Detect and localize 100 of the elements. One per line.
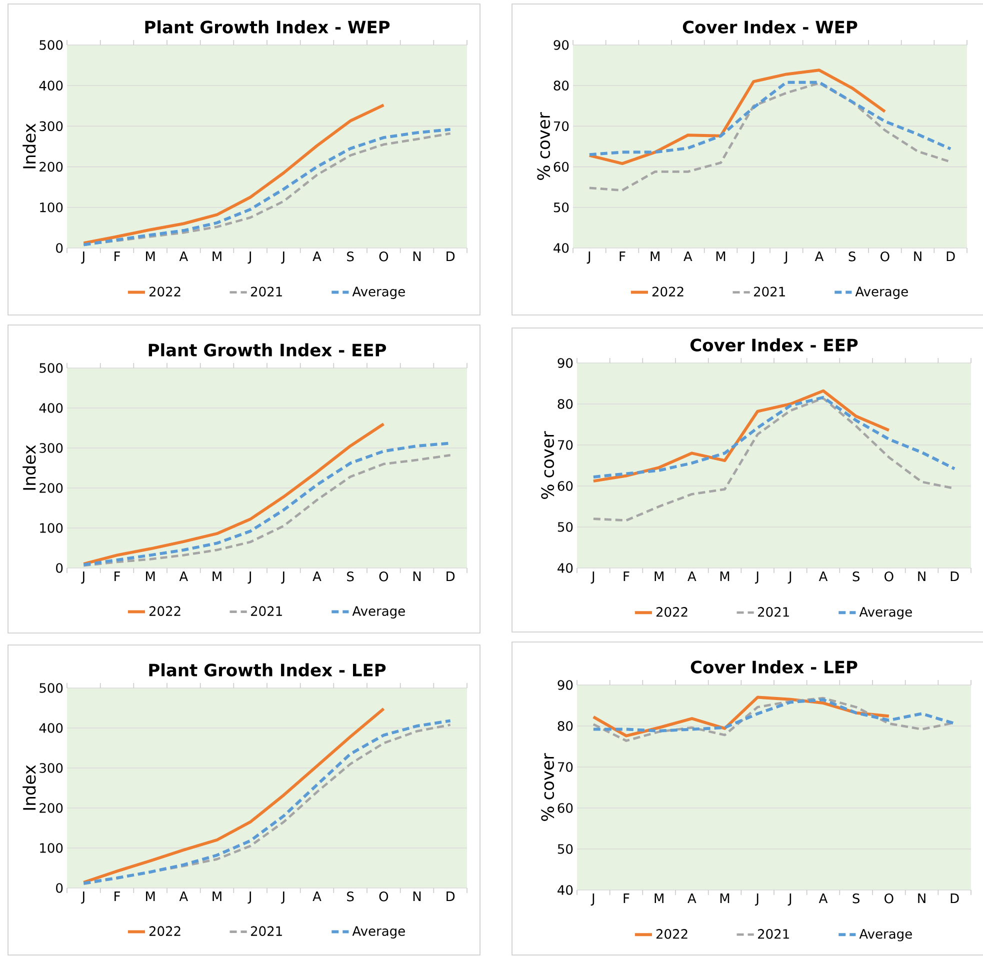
line-series bbox=[592, 389, 890, 483]
x-tick-label: J bbox=[281, 572, 284, 584]
y-tick-label: 0 bbox=[56, 883, 63, 893]
y-tick-label: 60 bbox=[554, 162, 569, 172]
x-tick-label: M bbox=[146, 252, 155, 261]
x-tick-label: F bbox=[114, 572, 120, 581]
chart-title: Plant Growth Index - LEP bbox=[149, 663, 386, 676]
y-tick-label: 300 bbox=[40, 443, 63, 453]
y-tick-label: 400 bbox=[39, 403, 63, 413]
y-tick-label: 40 bbox=[554, 243, 569, 253]
x-tick-label: N bbox=[413, 572, 421, 581]
x-tick-label: O bbox=[379, 572, 388, 582]
x-tick-label: M bbox=[212, 252, 222, 261]
y-tick-label: 200 bbox=[40, 803, 63, 813]
x-tick-label: J bbox=[248, 892, 251, 904]
line-series bbox=[82, 707, 386, 884]
x-tick-label: D bbox=[446, 252, 455, 261]
x-tick-label: F bbox=[624, 894, 630, 903]
x-tick-label: S bbox=[347, 252, 354, 262]
x-tick-label: S bbox=[347, 892, 354, 902]
x-tick-label: O bbox=[379, 252, 388, 262]
y-tick-label: 500 bbox=[40, 363, 63, 373]
y-tick-label: 0 bbox=[56, 243, 63, 253]
x-tick-label: M bbox=[720, 894, 730, 903]
x-tick-label: O bbox=[880, 252, 890, 262]
legend-label: 2021 bbox=[758, 607, 789, 617]
x-tick-label: M bbox=[716, 252, 726, 261]
x-tick-label: J bbox=[754, 572, 758, 584]
chart-title: Cover Index - WEP bbox=[682, 20, 858, 34]
y-tick-label: 80 bbox=[558, 721, 573, 731]
legend-label: Average bbox=[859, 607, 912, 620]
chart-title: Cover Index - EEP bbox=[690, 338, 858, 352]
legend-label: 2022 bbox=[656, 607, 688, 617]
x-tick-label: O bbox=[379, 892, 388, 902]
y-tick-label: 40 bbox=[558, 563, 573, 573]
x-tick-label: A bbox=[179, 892, 188, 901]
chart-title: Cover Index - LEP bbox=[690, 660, 858, 674]
x-tick-label: J bbox=[81, 572, 84, 584]
y-tick-label: 100 bbox=[40, 202, 63, 212]
y-tick-label: 100 bbox=[40, 523, 63, 533]
x-tick-label: A bbox=[312, 252, 322, 261]
x-tick-label: A bbox=[179, 252, 188, 261]
x-tick-label: O bbox=[884, 894, 894, 904]
y-axis-title: Index bbox=[22, 124, 36, 168]
y-tick-label: 90 bbox=[558, 680, 573, 690]
x-tick-label: N bbox=[914, 252, 922, 261]
x-tick-label: F bbox=[624, 572, 630, 581]
y-tick-label: 200 bbox=[40, 162, 63, 172]
chart-title: Plant Growth Index - WEP bbox=[145, 20, 390, 34]
y-tick-label: 300 bbox=[40, 763, 63, 773]
x-tick-label: J bbox=[754, 894, 758, 906]
y-tick-label: 70 bbox=[558, 440, 573, 450]
x-tick-label: A bbox=[312, 892, 322, 901]
x-tick-label: D bbox=[950, 572, 959, 581]
legend-label: Average bbox=[855, 286, 908, 299]
line-series bbox=[588, 68, 886, 166]
y-axis-title: Index bbox=[22, 445, 36, 490]
legend-label: Average bbox=[352, 286, 405, 299]
x-tick-label: J bbox=[590, 894, 594, 906]
legend-label: 2021 bbox=[758, 929, 789, 939]
x-tick-label: M bbox=[720, 572, 730, 581]
y-tick-label: 300 bbox=[40, 121, 63, 132]
x-tick-label: A bbox=[688, 572, 696, 581]
legend-label: 2021 bbox=[251, 286, 282, 297]
x-tick-label: A bbox=[688, 894, 696, 903]
y-axis-title: Index bbox=[22, 765, 36, 810]
y-tick-label: 40 bbox=[558, 885, 573, 895]
y-tick-label: 500 bbox=[40, 40, 63, 50]
legend-label: Average bbox=[352, 606, 405, 618]
x-tick-label: S bbox=[848, 252, 856, 262]
x-tick-label: M bbox=[146, 892, 155, 901]
x-tick-label: A bbox=[818, 894, 828, 903]
x-tick-label: N bbox=[413, 252, 421, 261]
y-tick-label: 70 bbox=[558, 762, 573, 772]
x-tick-label: D bbox=[950, 894, 959, 903]
x-tick-label: D bbox=[446, 572, 455, 581]
x-tick-label: J bbox=[281, 252, 284, 264]
legend-label: 2022 bbox=[149, 926, 180, 936]
y-tick-label: 70 bbox=[554, 121, 569, 132]
x-tick-label: N bbox=[918, 894, 926, 903]
x-tick-label: A bbox=[814, 252, 824, 261]
x-tick-label: F bbox=[114, 892, 120, 901]
y-tick-label: 60 bbox=[558, 803, 573, 813]
y-tick-label: 500 bbox=[40, 683, 63, 693]
line-series bbox=[82, 422, 386, 566]
legend-label: 2022 bbox=[149, 606, 180, 616]
y-tick-label: 80 bbox=[554, 80, 569, 91]
x-tick-label: J bbox=[248, 252, 251, 264]
x-tick-label: A bbox=[179, 572, 188, 581]
legend-label: Average bbox=[859, 929, 912, 942]
x-tick-label: F bbox=[114, 252, 120, 261]
x-tick-label: M bbox=[654, 894, 664, 903]
x-tick-label: F bbox=[620, 252, 626, 261]
x-tick-label: N bbox=[918, 572, 926, 581]
y-tick-label: 0 bbox=[56, 563, 63, 573]
x-tick-label: S bbox=[347, 572, 354, 582]
y-tick-label: 60 bbox=[558, 481, 573, 491]
y-tick-label: 90 bbox=[554, 40, 569, 50]
x-tick-label: A bbox=[818, 572, 828, 581]
x-tick-label: J bbox=[788, 572, 792, 584]
